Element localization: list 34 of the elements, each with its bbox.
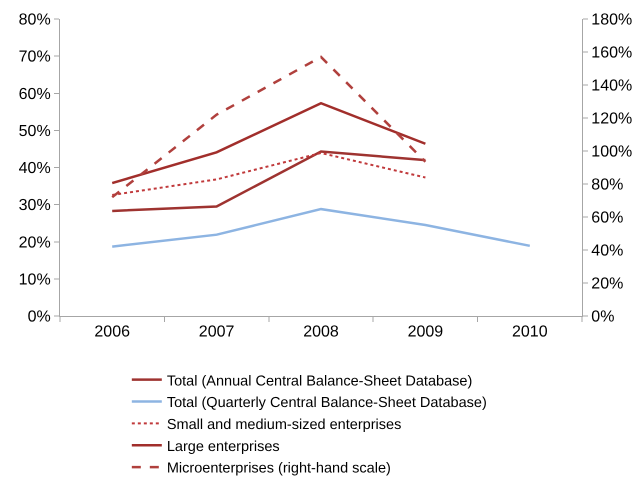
line-series bbox=[110, 150, 427, 212]
y-tick-label: 50% bbox=[18, 122, 51, 140]
y-tick-label: 60% bbox=[18, 86, 51, 103]
y-tick-label: 40% bbox=[18, 160, 51, 178]
y-tick-label: 80% bbox=[18, 12, 51, 29]
y2-tick-label: 0% bbox=[591, 308, 614, 326]
y2-tick-label: 160% bbox=[591, 44, 632, 62]
y2-tick-label: 80% bbox=[591, 176, 624, 194]
y-tick-label: 70% bbox=[18, 48, 51, 66]
y-tick-label: 30% bbox=[18, 197, 51, 214]
y-tick-label: 10% bbox=[18, 271, 51, 288]
x-tick-label: 2009 bbox=[408, 323, 444, 340]
legend-label: Microenterprises (right-hand scale) bbox=[166, 460, 391, 477]
legend-label: Small and medium-sized enterprises bbox=[166, 417, 402, 434]
line-series bbox=[110, 56, 427, 198]
x-tick-label: 2007 bbox=[198, 323, 234, 340]
legend-label: Total (Annual Central Balance-Sheet Database) bbox=[166, 373, 472, 390]
y-tick-label: 0% bbox=[28, 308, 51, 326]
line-series bbox=[111, 152, 426, 196]
x-tick-label: 2006 bbox=[94, 323, 130, 340]
y2-tick-label: 100% bbox=[591, 144, 632, 161]
legend-label: Large enterprises bbox=[166, 438, 280, 455]
x-tick-label: 2008 bbox=[303, 323, 339, 340]
x-tick-label: 2010 bbox=[512, 323, 548, 340]
y2-tick-label: 20% bbox=[591, 276, 624, 293]
y2-tick-label: 180% bbox=[591, 12, 632, 29]
line-series bbox=[110, 102, 427, 184]
line-series bbox=[110, 208, 532, 248]
y2-tick-label: 60% bbox=[591, 210, 624, 227]
y2-tick-label: 140% bbox=[591, 78, 632, 95]
legend-label: Total (Quarterly Central Balance-Sheet Database) bbox=[166, 395, 487, 412]
y-tick-label: 20% bbox=[18, 234, 51, 252]
y2-tick-label: 120% bbox=[591, 110, 632, 128]
y2-tick-label: 40% bbox=[591, 242, 624, 260]
